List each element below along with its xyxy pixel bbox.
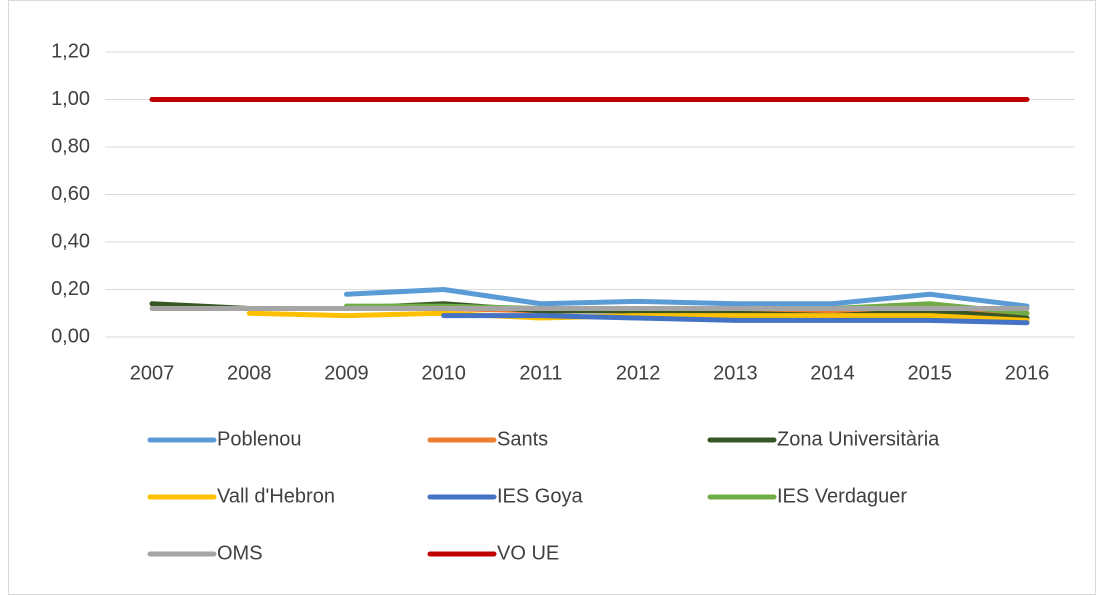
legend-label: Zona Universitària: [777, 428, 940, 450]
x-tick-label: 2009: [324, 362, 369, 384]
legend-label: VO UE: [497, 542, 559, 564]
legend-label: OMS: [217, 542, 263, 564]
legend-label: IES Verdaguer: [777, 485, 907, 507]
y-tick-label: 1,00: [51, 88, 90, 110]
x-tick-label: 2008: [227, 362, 272, 384]
legend-label: IES Goya: [497, 485, 583, 507]
series-line: [343, 287, 1030, 309]
y-tick-label: 0,40: [51, 230, 90, 252]
y-tick-label: 1,20: [51, 40, 90, 62]
x-tick-label: 2010: [421, 362, 466, 384]
y-tick-label: 0,60: [51, 183, 90, 205]
y-tick-label: 0,20: [51, 278, 90, 300]
legend-label: Vall d'Hebron: [217, 485, 335, 507]
y-tick-label: 0,80: [51, 135, 90, 157]
x-tick-label: 2015: [908, 362, 953, 384]
y-tick-label: 0,00: [51, 325, 90, 347]
x-tick-label: 2013: [713, 362, 758, 384]
x-tick-label: 2014: [810, 362, 855, 384]
x-tick-label: 2012: [616, 362, 661, 384]
x-tick-label: 2016: [1005, 362, 1050, 384]
legend-label: Poblenou: [217, 428, 302, 450]
x-tick-label: 2011: [519, 362, 562, 384]
x-tick-label: 2007: [130, 362, 175, 384]
legend-label: Sants: [497, 428, 548, 450]
series-line: [441, 313, 1030, 326]
